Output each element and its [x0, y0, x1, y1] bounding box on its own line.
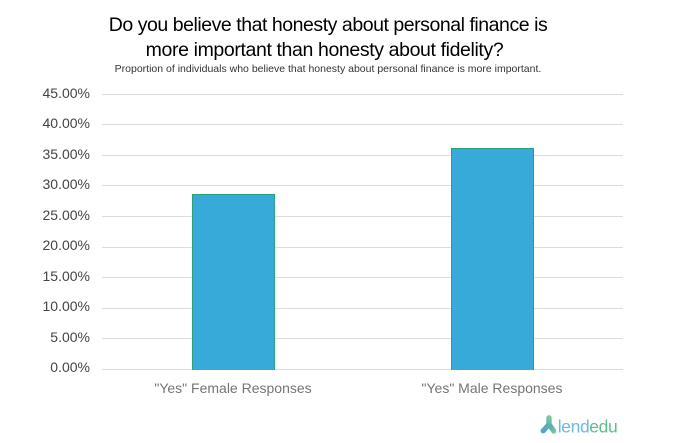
svg-text:lendedu: lendedu [558, 417, 618, 437]
